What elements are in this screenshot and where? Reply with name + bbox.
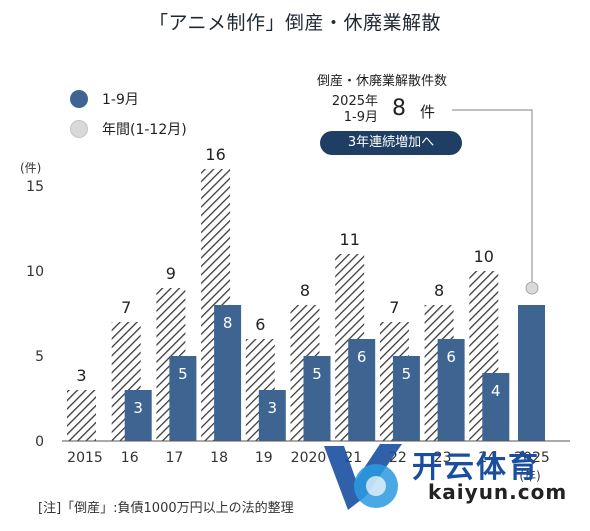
y-tick-label: 0 [35,434,44,450]
data-label-annual: 11 [340,230,360,249]
legend-label-1-9: 1-9月 [102,92,139,108]
legend: 1-9月 年間(1-12月) [70,86,187,146]
y-tick-label: 10 [26,264,44,280]
data-label-1-9: 3 [268,399,278,417]
y-tick-label: 5 [35,349,44,365]
watermark-brand: 开云体育 [412,450,540,485]
callout-heading: 倒産・休廃業解散件数 [316,74,447,89]
trend-pill: 3年連続増加へ [320,131,462,155]
bar-1-9 [169,356,197,441]
callout-unit: 件 [420,103,436,121]
footnote: [注]「倒産」:負債1000万円以上の法的整理 [38,501,294,516]
legend-swatch-1-9 [70,90,88,108]
callout-period-months: 1-9月 [343,110,378,125]
bar-1-9 [124,390,152,441]
x-tick-label: 17 [165,450,183,466]
data-label-1-9: 6 [357,348,367,366]
x-tick-label: 2020 [291,450,327,466]
bar-1-9 [348,339,376,441]
data-label-1-9: 8 [223,314,233,332]
callout-value: 8 [392,96,406,121]
data-label-annual: 7 [121,298,131,317]
bar-1-9 [518,305,545,441]
bar-1-9 [303,356,331,441]
legend-swatch-annual [70,120,88,138]
bar-1-9 [258,390,286,441]
data-label-1-9: 5 [178,365,188,383]
y-axis-unit: (件) [20,161,41,175]
bar-1-9 [214,305,242,441]
x-tick-label: 19 [255,450,273,466]
data-label-1-9: 6 [446,348,456,366]
data-label-annual: 9 [166,264,176,283]
x-tick-label: 2015 [67,450,103,466]
legend-item-annual: 年間(1-12月) [70,116,187,142]
callout-period: 2025年 1-9月 [314,94,378,126]
data-label-annual: 10 [474,247,494,266]
data-label-annual: 3 [76,366,86,385]
x-tick-label: 2025 [514,450,550,466]
data-label-annual: 8 [434,281,444,300]
watermark-logo-icon [324,444,402,510]
bar-1-9 [437,339,465,441]
data-label-1-9: 5 [402,365,412,383]
x-tick-label: 18 [210,450,228,466]
x-tick-label: 24 [478,450,496,466]
bar-1-9 [392,356,420,441]
data-label-annual: 8 [300,281,310,300]
callout-period-year: 2025年 [331,94,378,109]
callout-leader-line [452,109,533,282]
legend-label-annual: 年間(1-12月) [102,122,187,138]
legend-item-1-9: 1-9月 [70,86,187,112]
data-label-annual: 6 [255,315,265,334]
data-label-annual: 7 [389,298,399,317]
watermark-url: kaiyun.com [428,480,568,504]
x-tick-label: 23 [434,450,452,466]
x-tick-label: 16 [121,450,139,466]
data-label-1-9: 3 [133,399,143,417]
y-tick-label: 15 [26,179,44,195]
projection-marker [525,281,539,295]
chart-title: 「アニメ制作」倒産・休廃業解散 [148,12,442,34]
x-axis-unit: (年) [519,469,540,483]
data-label-1-9: 5 [312,365,322,383]
bar-annual [67,390,96,441]
data-label-1-9: 4 [491,382,501,400]
data-label-annual: 16 [205,145,225,164]
bar-1-9 [482,373,510,441]
